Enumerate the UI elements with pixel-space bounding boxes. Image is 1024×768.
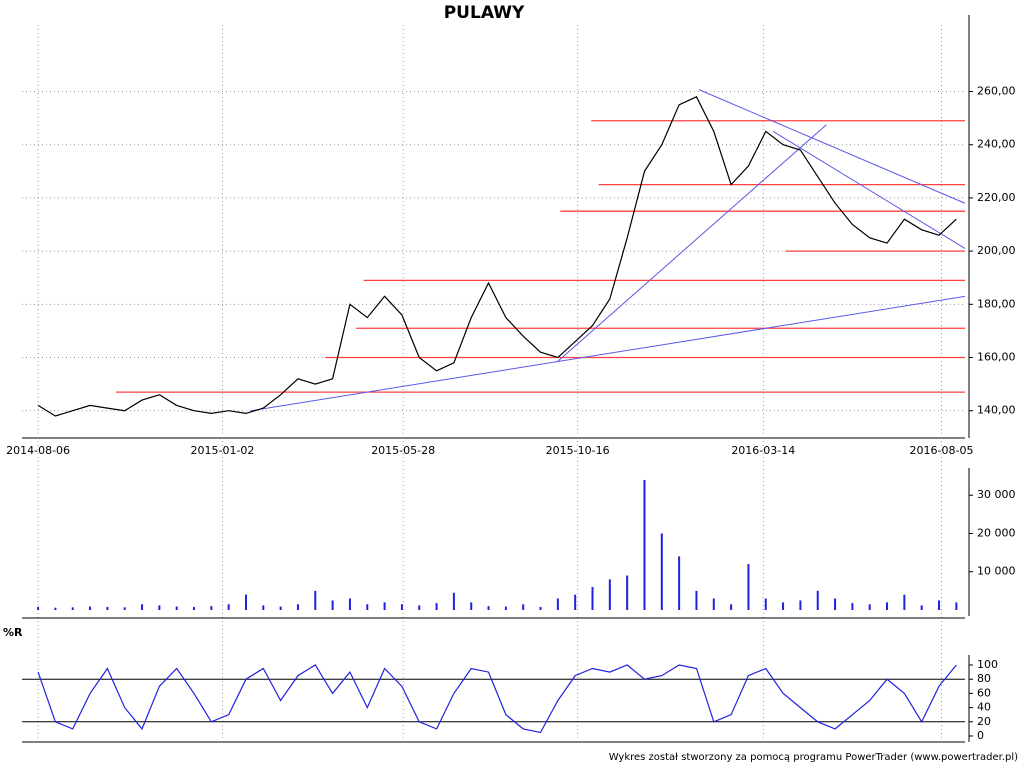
volume-bar: [938, 600, 941, 610]
volume-bar: [868, 604, 871, 610]
y-tick-label: 60: [977, 686, 991, 699]
trend-line: [772, 130, 966, 249]
volume-bar: [348, 598, 351, 610]
volume-bar: [71, 607, 74, 610]
volume-bar: [591, 587, 594, 610]
volume-bar: [210, 606, 213, 610]
footer: Wykres został stworzony za pomocą progra…: [609, 752, 1018, 763]
trend-line: [557, 124, 827, 362]
volume-bar: [89, 606, 92, 610]
y-tick-label: 180,00: [977, 297, 1016, 310]
volume-bar: [851, 603, 854, 610]
volume-bar: [782, 602, 785, 610]
volume-bar: [175, 606, 178, 610]
y-tick-label: 80: [977, 672, 991, 685]
volume-bar: [608, 579, 611, 610]
y-tick-label: 20 000: [977, 526, 1016, 539]
x-tick-label: 2016-08-05: [910, 444, 974, 457]
volume-bar: [487, 606, 490, 610]
y-tick-label: 160,00: [977, 351, 1016, 364]
volume-bar: [279, 606, 282, 610]
volume-bar: [418, 605, 421, 610]
y-tick-label: 240,00: [977, 138, 1016, 151]
volume-bar: [314, 590, 317, 610]
y-tick-label: 220,00: [977, 191, 1016, 204]
volume-bar: [400, 604, 403, 610]
y-tick-label: 260,00: [977, 85, 1016, 98]
y-tick-label: 20: [977, 715, 991, 728]
volume-bar: [747, 564, 750, 610]
volume-bar: [504, 606, 507, 610]
x-tick-label: 2016-03-14: [731, 444, 795, 457]
volume-bar: [244, 594, 247, 610]
volume-bar: [227, 604, 230, 610]
volume-bar: [799, 600, 802, 610]
y-tick-label: 100: [977, 658, 998, 671]
x-tick-label: 2015-05-28: [371, 444, 435, 457]
volume-bar: [54, 607, 57, 610]
chart-title: PULAWY: [444, 3, 525, 23]
volume-bar: [331, 600, 334, 610]
volume-bar: [470, 602, 473, 610]
volume-bar: [366, 604, 369, 610]
volume-bar: [660, 533, 663, 610]
volume-bar: [522, 604, 525, 610]
volume-bar: [816, 590, 819, 610]
volume-bar: [903, 594, 906, 610]
volume-bar: [678, 556, 681, 610]
y-tick-label: 30 000: [977, 488, 1016, 501]
y-tick-label: 40: [977, 701, 991, 714]
y-tick-label: 200,00: [977, 244, 1016, 257]
price-line: [37, 96, 957, 417]
volume-bar: [262, 605, 265, 610]
volume-bar: [452, 592, 455, 610]
volume-bar: [712, 598, 715, 610]
y-tick-label: 10 000: [977, 565, 1016, 578]
volume-bar: [193, 606, 196, 610]
volume-bar: [556, 598, 559, 610]
trend-line: [698, 89, 966, 204]
trend-line: [250, 295, 966, 412]
volume-bar: [123, 607, 126, 610]
volume-bar: [574, 594, 577, 610]
price-line: [37, 664, 957, 734]
volume-bar: [643, 479, 646, 610]
volume-bar: [296, 604, 299, 610]
volume-bar: [539, 606, 542, 610]
volume-bar: [886, 602, 889, 610]
volume-bar: [158, 605, 161, 610]
volume-bar: [626, 575, 629, 610]
volume-bar: [764, 598, 767, 610]
panel-label: %R: [3, 626, 23, 639]
volume-bar: [141, 604, 144, 610]
x-tick-label: 2015-10-16: [546, 444, 610, 457]
volume-bar: [920, 605, 923, 610]
y-tick-label: 0: [977, 729, 984, 742]
volume-bar: [955, 602, 958, 610]
volume-bar: [435, 603, 438, 610]
x-tick-label: 2014-08-06: [6, 444, 70, 457]
volume-bar: [730, 604, 733, 610]
volume-bar: [37, 606, 40, 610]
volume-bar: [834, 598, 837, 610]
x-tick-label: 2015-01-02: [191, 444, 255, 457]
volume-bar: [695, 590, 698, 610]
y-tick-label: 140,00: [977, 404, 1016, 417]
volume-bar: [106, 606, 109, 610]
volume-bar: [383, 602, 386, 610]
